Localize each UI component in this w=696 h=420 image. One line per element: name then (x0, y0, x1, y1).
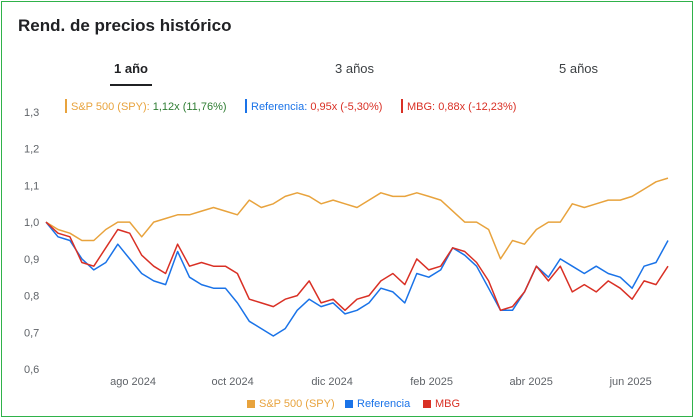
legend-mbg-value: 0,88x (-12,23%) (438, 101, 517, 113)
y-tick-label: 1,2 (24, 144, 39, 156)
y-tick-label: 0,6 (24, 364, 39, 376)
legend-bottom-mbg-label: MBG (435, 398, 461, 410)
legend-ref-marker (245, 99, 247, 113)
legend-top-mbg: MBG: 0,88x (-12,23%) (401, 99, 516, 113)
legend-ref-name: Referencia: (251, 101, 308, 113)
legend-mbg-name: MBG: (407, 101, 436, 113)
legend-bottom-ref-label: Referencia (357, 398, 411, 410)
x-tick-label: ago 2024 (110, 376, 156, 388)
tab-3-years[interactable]: 3 años (335, 61, 375, 76)
x-tick-label: dic 2024 (311, 376, 353, 388)
series-line-spy (45, 177, 669, 260)
x-tick-label: oct 2024 (211, 376, 253, 388)
y-tick-label: 1,0 (24, 217, 39, 229)
legend-ref-value: 0,95x (-5,30%) (310, 101, 383, 113)
legend-bottom-mbg: MBG (423, 398, 460, 410)
y-tick-label: 0,8 (24, 291, 39, 303)
legend-top-spy: S&P 500 (SPY): 1,12x (11,76%) (65, 99, 227, 113)
x-tick-label: jun 2025 (609, 376, 652, 388)
y-tick-label: 0,9 (24, 254, 39, 266)
legend-top-ref: Referencia: 0,95x (-5,30%) (245, 99, 382, 113)
x-tick-label: feb 2025 (410, 376, 453, 388)
series-line-mbg (45, 221, 669, 312)
y-tick-label: 1,1 (24, 180, 39, 192)
legend-bottom-spy: S&P 500 (SPY) (247, 398, 335, 410)
tab-5-years[interactable]: 5 años (559, 61, 599, 76)
series-line-referencia (45, 221, 669, 337)
legend-mbg-marker (401, 99, 403, 113)
legend-spy-name: S&P 500 (SPY): (71, 101, 150, 113)
card-title: Rend. de precios histórico (18, 16, 232, 35)
y-tick-label: 1,3 (24, 107, 39, 119)
x-tick-label: abr 2025 (509, 376, 552, 388)
legend-spy-marker (65, 99, 67, 113)
legend-bottom-ref-swatch (345, 400, 353, 408)
legend-spy-value: 1,12x (11,76%) (152, 101, 227, 113)
line-chart: 1,3 1,2 1,1 1,0 0,9 0,8 0,7 0,6 ago 2024 oct 2024… (24, 107, 669, 388)
legend-bottom-mbg-swatch (423, 400, 431, 408)
legend-bottom-spy-swatch (247, 400, 255, 408)
legend-bottom-spy-label: S&P 500 (SPY) (259, 398, 335, 410)
active-tab-indicator (110, 84, 152, 86)
tab-1-year[interactable]: 1 año (114, 61, 148, 76)
y-tick-label: 0,7 (24, 327, 39, 339)
legend-bottom-ref: Referencia (345, 398, 410, 410)
